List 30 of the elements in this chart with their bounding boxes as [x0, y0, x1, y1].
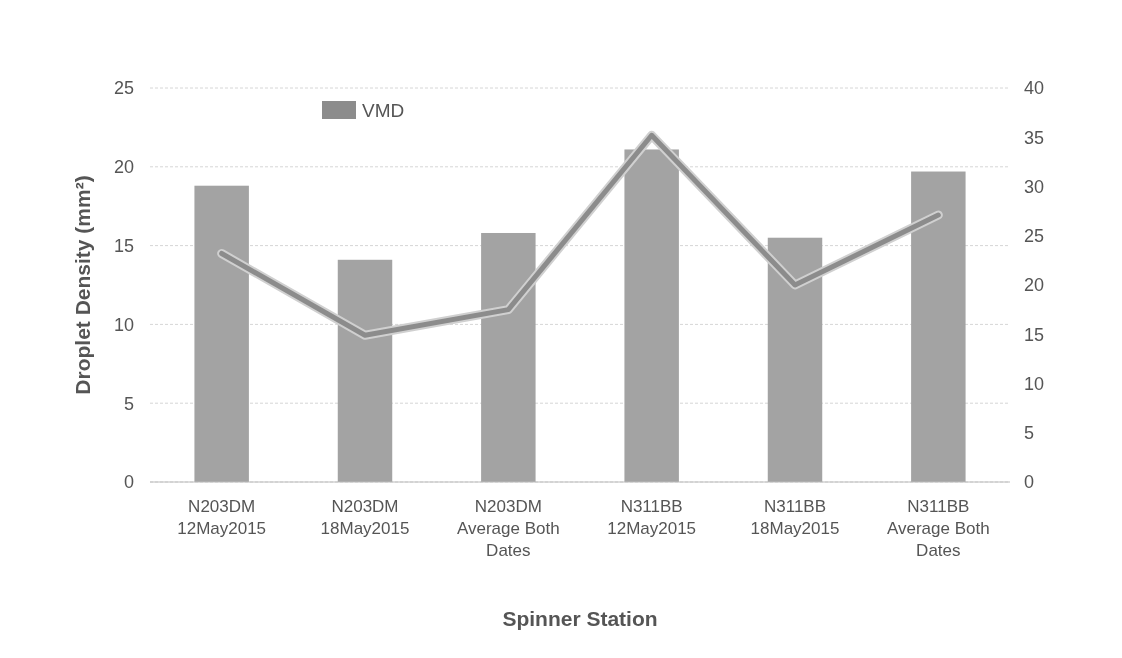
- y2-tick-label: 20: [1024, 275, 1045, 296]
- bar: [337, 259, 393, 482]
- y2-tick-label: 0: [1024, 472, 1035, 493]
- y-tick-label: 20: [113, 157, 134, 178]
- y-axis-title: Droplet Density (mm²): [71, 175, 94, 395]
- y-tick-label: 0: [123, 472, 134, 493]
- y-tick-label: 15: [113, 235, 134, 256]
- y2-tick-label: 15: [1024, 324, 1045, 345]
- y2-tick-label: 35: [1024, 127, 1045, 148]
- x-tick-label: N203DM 18May2015: [320, 497, 410, 538]
- y-tick-label: 10: [113, 314, 134, 335]
- y-tick-label: 5: [123, 393, 134, 414]
- x-tick-label: N311BB 12May2015: [607, 497, 697, 538]
- x-axis-title: Spinner Station: [502, 607, 658, 630]
- y2-tick-label: 25: [1024, 226, 1045, 247]
- y2-tick-label: 10: [1024, 373, 1045, 394]
- bar: [911, 171, 966, 482]
- bar: [624, 149, 679, 482]
- y2-tick-label: 30: [1024, 176, 1045, 197]
- x-tick-label: N203DM Average Both Dates: [456, 497, 560, 560]
- bar: [481, 232, 536, 482]
- x-tick-label: N311BB 18May2015: [750, 497, 840, 538]
- legend-label: VMD: [362, 99, 405, 121]
- y2-tick-label: 40: [1024, 78, 1045, 99]
- bar: [767, 237, 823, 482]
- x-tick-label: N311BB Average Both Dates: [886, 497, 990, 560]
- y-tick-label: 25: [113, 78, 134, 99]
- x-tick-label: N203DM 12May2015: [177, 497, 267, 538]
- y2-tick-label: 5: [1024, 423, 1035, 444]
- bar: [194, 185, 249, 482]
